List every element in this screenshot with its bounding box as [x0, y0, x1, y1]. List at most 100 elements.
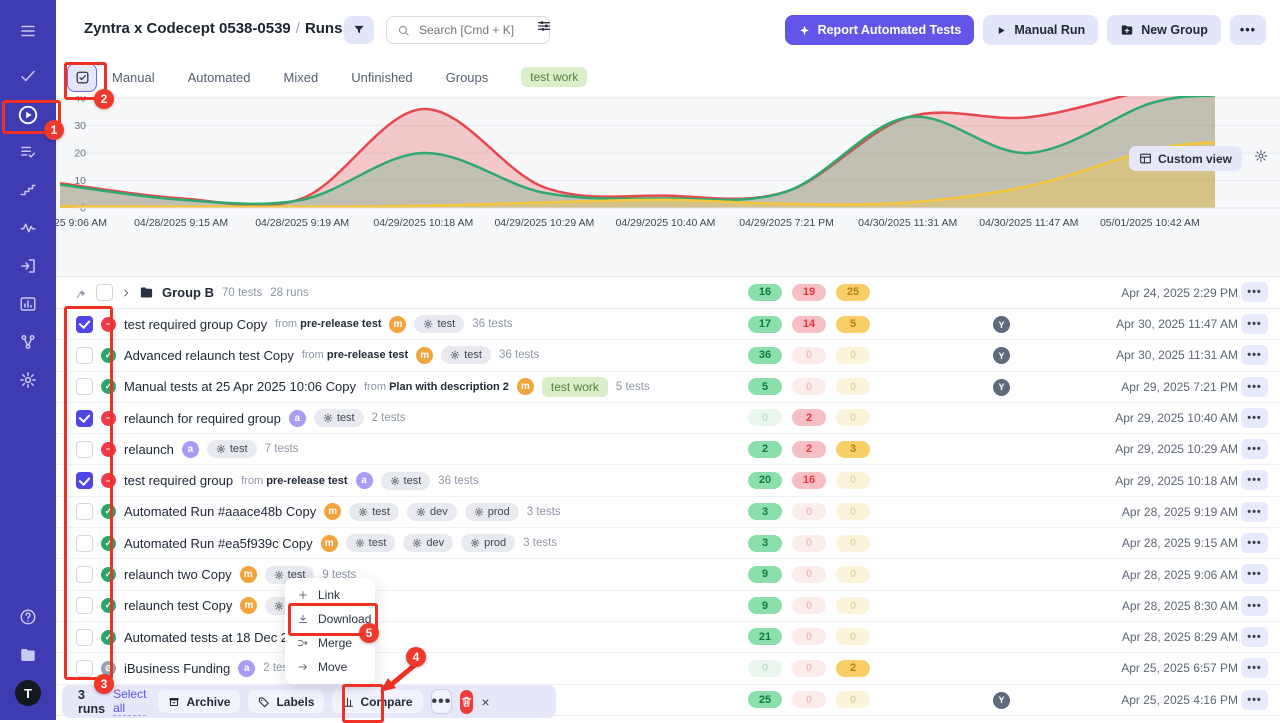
report-automated-tests-button[interactable]: Report Automated Tests	[784, 15, 975, 45]
menu-item-merge[interactable]: Merge	[285, 631, 375, 655]
run-name[interactable]: Manual tests at 25 Apr 2025 10:06 Copy	[124, 379, 356, 395]
group-name[interactable]: Group B	[162, 285, 214, 300]
avatar: T	[15, 680, 41, 706]
header-more-button[interactable]: •••	[1229, 15, 1266, 45]
count-passed-badge: 9	[748, 565, 782, 583]
sidebar-item-menu[interactable]	[0, 16, 56, 46]
row-more-button[interactable]: •••	[1241, 470, 1268, 491]
row-more-button[interactable]: •••	[1241, 439, 1268, 460]
row-more-button[interactable]: •••	[1241, 345, 1268, 366]
tab-mixed[interactable]: Mixed	[283, 69, 319, 85]
close-selection-icon[interactable]: ×	[481, 693, 490, 710]
table-row[interactable]: ⊘ iBusiness Funding a 2 tests 0 0 2 Apr 25, 202…	[56, 653, 1280, 685]
label-filter-badge[interactable]: test work	[521, 67, 588, 87]
view-settings-button[interactable]	[536, 18, 552, 34]
run-name[interactable]: test required group	[124, 473, 234, 489]
table-row[interactable]: ✓ Manual tests at 25 Apr 2025 10:06 Copy f…	[56, 371, 1280, 403]
run-name[interactable]: test required group Copy	[124, 316, 268, 332]
delete-button[interactable]	[460, 689, 474, 714]
sidebar-item-branch[interactable]	[0, 327, 56, 357]
sidebar-item-bar-chart[interactable]	[0, 289, 56, 319]
row-checkbox[interactable]	[76, 378, 93, 396]
run-name[interactable]: iBusiness Funding	[124, 660, 231, 676]
row-more-button[interactable]: •••	[1241, 595, 1268, 616]
table-row[interactable]: − test required group Copy from pre-releas…	[56, 309, 1280, 341]
row-checkbox[interactable]	[76, 566, 93, 584]
sidebar-item-gear[interactable]	[0, 365, 56, 395]
labels-button[interactable]: Labels	[248, 690, 325, 713]
row-more-button[interactable]: •••	[1241, 501, 1268, 522]
status-passed-icon: ✓	[101, 535, 116, 551]
search-box[interactable]	[386, 16, 550, 44]
compare-button[interactable]: Compare	[332, 690, 423, 713]
table-row[interactable]: Group B 70 tests 28 runs 16 19 25 Apr 24, 2025…	[56, 277, 1280, 309]
menu-item-move[interactable]: Move	[285, 655, 375, 679]
sidebar-item-pulse[interactable]	[0, 213, 56, 243]
table-row[interactable]: ✓relaunch test Copymtest900Apr 28, 2025 …	[56, 590, 1280, 622]
row-checkbox[interactable]	[76, 503, 93, 521]
row-more-button[interactable]: •••	[1241, 689, 1268, 710]
search-input[interactable]	[417, 22, 531, 38]
new-group-button[interactable]: New Group	[1107, 15, 1221, 45]
selection-more-button[interactable]: •••	[430, 689, 453, 714]
row-more-button[interactable]: •••	[1241, 282, 1268, 302]
table-row[interactable]: ✓ relaunch two Copy m test 9 tests 9 0 0 Apr 28,…	[56, 559, 1280, 591]
tab-automated[interactable]: Automated	[187, 69, 251, 85]
table-row[interactable]: ✓ Advanced relaunch test Copy from pre-rel…	[56, 340, 1280, 372]
sidebar-item-check[interactable]	[0, 61, 56, 91]
run-name[interactable]: relaunch two Copy	[124, 567, 232, 583]
chevron-right-icon[interactable]	[121, 288, 131, 298]
row-checkbox[interactable]	[76, 659, 93, 677]
run-name[interactable]: Advanced relaunch test Copy	[124, 347, 294, 363]
sidebar-item-play-circle[interactable]	[0, 100, 56, 130]
run-name[interactable]: relaunch test Copy	[124, 598, 233, 614]
row-more-button[interactable]: •••	[1241, 658, 1268, 679]
run-name[interactable]: relaunch	[124, 441, 174, 457]
run-name[interactable]: Automated Run #ea5f939c Copy	[124, 535, 313, 551]
sidebar-item-help[interactable]	[0, 602, 56, 632]
status-blocked-icon: ⊘	[101, 660, 116, 676]
row-more-button[interactable]: •••	[1241, 564, 1268, 585]
manual-run-button[interactable]: Manual Run	[983, 15, 1099, 45]
table-row[interactable]: ✓ Automated Run #aaace48b Copy m test dev pro…	[56, 496, 1280, 529]
menu-item-link[interactable]: Link	[285, 583, 375, 607]
row-checkbox[interactable]	[76, 472, 93, 490]
row-checkbox[interactable]	[76, 534, 93, 552]
run-name[interactable]: relaunch for required group	[124, 410, 281, 426]
tab-groups[interactable]: Groups	[445, 69, 489, 85]
sidebar-item-sign-in[interactable]	[0, 251, 56, 281]
row-checkbox[interactable]	[76, 409, 93, 427]
run-name[interactable]: Automated tests at 18 Dec 2024 12	[124, 629, 328, 645]
table-row[interactable]: − relaunch a test 7 tests 2 2 3 Apr 29, 2025 10:…	[56, 434, 1280, 466]
row-checkbox[interactable]	[76, 597, 93, 615]
table-row[interactable]: − relaunch for required group a test 2 tests…	[56, 402, 1280, 435]
select-all-link[interactable]: Select all	[113, 687, 147, 716]
sidebar-item-list-check[interactable]	[0, 137, 56, 167]
tab-manual[interactable]: Manual	[112, 69, 155, 85]
table-settings-gear-icon[interactable]	[1254, 149, 1268, 163]
tab-unfinished[interactable]: Unfinished	[351, 69, 413, 85]
row-checkbox[interactable]	[76, 440, 93, 458]
select-all-toggle[interactable]	[67, 63, 97, 92]
table-row[interactable]: − test required group from pre-release tes…	[56, 465, 1280, 497]
menu-item-download[interactable]: Download	[285, 607, 375, 631]
row-checkbox[interactable]	[96, 284, 113, 301]
archive-button[interactable]: Archive	[158, 690, 241, 713]
row-checkbox[interactable]	[76, 628, 93, 646]
breadcrumb-project[interactable]: Zyntra x Codecept 0538-0539	[84, 20, 291, 37]
sidebar-item-folder[interactable]	[0, 640, 56, 670]
run-name[interactable]: Automated Run #aaace48b Copy	[124, 504, 317, 520]
table-row[interactable]: ✓ Automated Run #ea5f939c Copy m test dev pro…	[56, 528, 1280, 560]
sidebar-user-avatar[interactable]: T	[0, 678, 56, 708]
row-more-button[interactable]: •••	[1241, 314, 1268, 334]
sidebar-item-steps[interactable]	[0, 175, 56, 205]
row-more-button[interactable]: •••	[1241, 626, 1268, 647]
row-more-button[interactable]: •••	[1241, 407, 1268, 428]
row-checkbox[interactable]	[76, 346, 93, 364]
row-more-button[interactable]: •••	[1241, 376, 1268, 397]
row-more-button[interactable]: •••	[1241, 533, 1268, 554]
row-checkbox[interactable]	[76, 315, 93, 333]
filter-button[interactable]	[344, 16, 374, 44]
custom-view-button[interactable]: Custom view	[1128, 146, 1242, 171]
